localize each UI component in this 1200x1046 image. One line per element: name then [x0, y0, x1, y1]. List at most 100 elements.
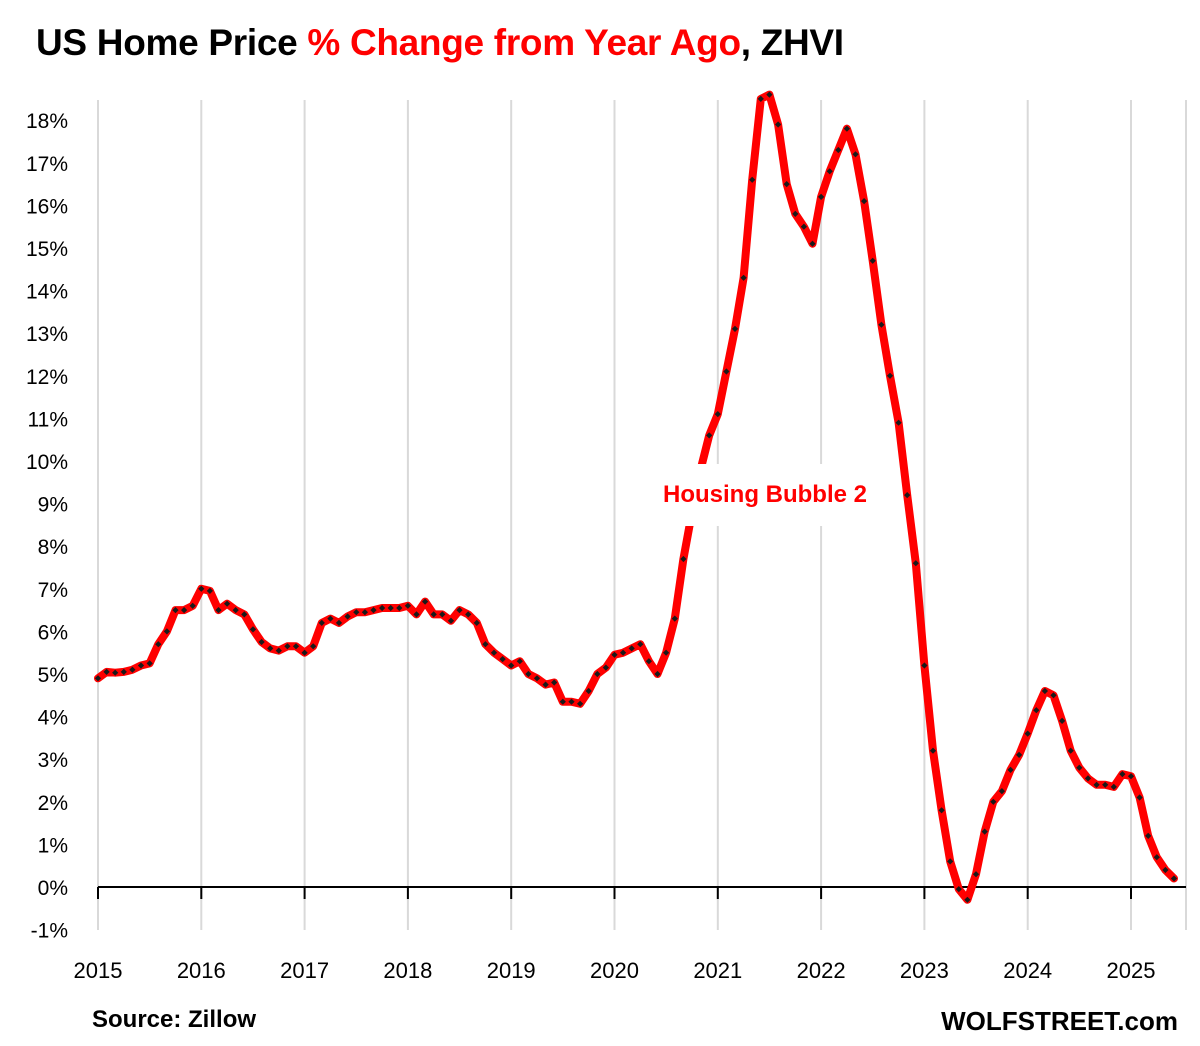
line-chart: -1% 0% 1% 2% 3% 4% 5% 6% 7% 8% 9% 10% 11% 12% 13% 14% 15… [26, 90, 1187, 983]
y-tick-label-12: 11% [28, 408, 68, 431]
chart-title: US Home Price % Change from Year Ago, ZH… [36, 22, 844, 64]
data-point [706, 432, 713, 439]
data-point [1033, 707, 1040, 714]
data-point [516, 658, 523, 665]
data-point [258, 638, 265, 646]
data-point [1058, 717, 1066, 725]
data-point [740, 274, 747, 281]
data-point [1015, 751, 1023, 759]
y-tick-label-18: 17% [26, 153, 68, 176]
annotation-background [619, 464, 899, 526]
data-point [1041, 687, 1049, 695]
x-tick-label-2019: 2019 [487, 958, 536, 983]
data-point [594, 670, 601, 678]
data-point [1170, 875, 1178, 882]
data-point [680, 555, 687, 563]
x-tick-label-2022: 2022 [797, 958, 846, 983]
data-point [654, 670, 661, 678]
data-point [568, 698, 575, 705]
x-tick-label-2023: 2023 [900, 958, 949, 983]
y-tick-label-0: -1% [31, 920, 68, 943]
data-point [1050, 692, 1057, 699]
data-point [938, 807, 945, 814]
data-point [215, 606, 222, 614]
data-point [774, 121, 782, 128]
data-point [146, 660, 153, 667]
data-point [525, 670, 532, 678]
title-part-3: , ZHVI [740, 22, 844, 63]
y-tick-label-9: 8% [38, 536, 68, 559]
data-point [490, 649, 498, 656]
y-tick-label-17: 16% [26, 195, 68, 218]
data-point [731, 325, 739, 333]
data-point [1136, 794, 1143, 801]
data-point [1067, 747, 1074, 754]
data-point [1127, 773, 1135, 780]
data-point [1102, 781, 1109, 788]
data-point [1119, 770, 1126, 778]
data-point [645, 658, 653, 665]
x-tick-label-2024: 2024 [1003, 958, 1052, 983]
y-tick-label-5: 4% [38, 707, 68, 730]
data-point [232, 606, 239, 614]
data-point [267, 645, 274, 652]
data-point [542, 681, 549, 688]
data-point [551, 679, 558, 686]
data-point [912, 560, 919, 567]
data-point [430, 611, 437, 618]
data-point [223, 600, 231, 607]
data-point [611, 651, 618, 658]
y-tick-label-2: 1% [38, 834, 68, 857]
data-point [387, 604, 394, 612]
data-point [585, 687, 592, 695]
title-part-1: US Home Price [36, 22, 308, 63]
data-point [990, 798, 997, 805]
data-point [929, 747, 937, 754]
data-point [1093, 781, 1100, 788]
data-point [886, 372, 894, 379]
y-tick-label-6: 5% [38, 664, 68, 687]
y-tick-label-3: 2% [38, 792, 68, 815]
data-point [335, 619, 343, 627]
series-yoy-change [94, 90, 1178, 904]
brand-watermark: WOLFSTREET.com [941, 1006, 1178, 1036]
x-tick-label-2021: 2021 [693, 958, 742, 983]
x-tick-label-2018: 2018 [383, 958, 432, 983]
data-point [1145, 832, 1152, 840]
title-part-2-highlight: % Change from Year Ago [307, 22, 741, 63]
y-tick-label-4: 3% [38, 749, 68, 772]
data-point [972, 871, 980, 878]
y-tick-label-13: 12% [26, 366, 68, 389]
y-tick-label-10: 9% [38, 494, 68, 517]
data-point [1110, 783, 1117, 791]
data-point [602, 664, 610, 671]
data-point [172, 606, 179, 614]
data-point [1007, 766, 1014, 773]
data-point [947, 858, 954, 865]
data-point [249, 626, 257, 633]
data-point [576, 700, 584, 707]
data-point [955, 885, 962, 893]
y-tick-label-15: 14% [26, 281, 68, 304]
x-tick-label-2017: 2017 [280, 958, 329, 983]
y-tick-label-8: 7% [38, 579, 68, 602]
data-point [619, 649, 627, 656]
y-tick-label-19: 18% [26, 110, 68, 133]
data-point [1076, 764, 1083, 771]
y-tick-label-11: 10% [26, 451, 68, 474]
x-tick-label-2025: 2025 [1107, 958, 1156, 983]
data-point [533, 675, 541, 682]
data-point [413, 611, 420, 618]
data-point [637, 641, 644, 648]
x-tick-label-2016: 2016 [177, 958, 226, 983]
x-axis: 2015 2016 2017 2018 2019 2020 2021 2022 2023 2024… [74, 886, 1186, 983]
data-point [292, 643, 300, 650]
x-tick-label-2015: 2015 [74, 958, 123, 983]
y-tick-label-14: 13% [26, 323, 68, 346]
data-point [1153, 854, 1160, 861]
data-point [559, 698, 566, 705]
data-point [508, 662, 515, 669]
y-tick-label-1: 0% [38, 877, 68, 900]
data-point [344, 613, 351, 620]
y-tick-label-7: 6% [38, 621, 68, 644]
